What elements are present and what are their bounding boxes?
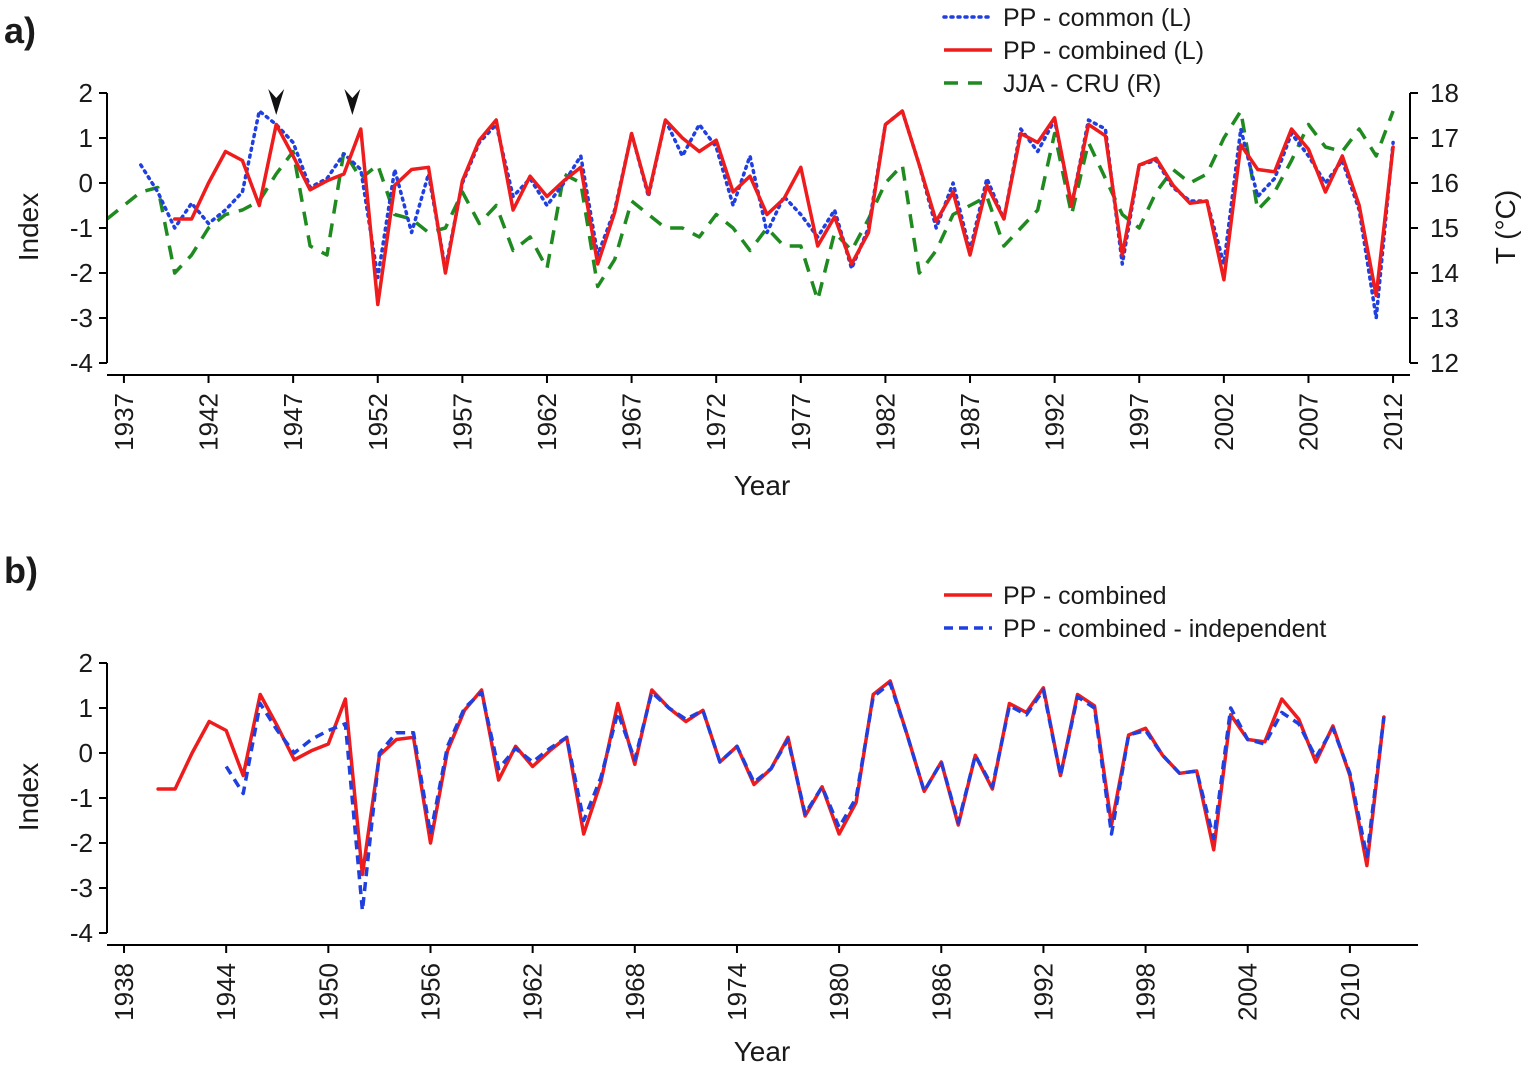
x-tick-label: 1944 bbox=[211, 963, 241, 1021]
panel-b-legend: PP - combined PP - combined - independen… bbox=[944, 582, 1326, 643]
y-tick-label: -1 bbox=[70, 783, 93, 813]
x-tick-label: 2010 bbox=[1335, 963, 1365, 1021]
y-tick-label: 2 bbox=[79, 648, 93, 678]
y-tick-label: -4 bbox=[70, 348, 93, 378]
x-tick-label: 1952 bbox=[363, 393, 393, 451]
y-tick-label: -1 bbox=[70, 213, 93, 243]
x-tick-label: 1962 bbox=[518, 963, 548, 1021]
y-tick-label: 2 bbox=[79, 78, 93, 108]
legend-label-pp-independent: PP - combined - independent bbox=[1003, 615, 1326, 643]
x-tick-label: 1962 bbox=[532, 393, 562, 451]
x-tick-label: 1937 bbox=[109, 393, 139, 451]
x-tick-label: 1992 bbox=[1040, 393, 1070, 451]
panel-b-y-axis-title: Index bbox=[13, 763, 44, 832]
y-tick-label: 1 bbox=[79, 123, 93, 153]
y-tick-label: -2 bbox=[70, 828, 93, 858]
x-tick-label: 1967 bbox=[617, 393, 647, 451]
panel-b-letter: b) bbox=[4, 550, 38, 591]
x-tick-label: 1992 bbox=[1028, 963, 1058, 1021]
panel-a-y2-axis-title: T (°C) bbox=[1490, 190, 1521, 264]
y2-tick-label: 16 bbox=[1430, 168, 1459, 198]
x-tick-label: 1947 bbox=[278, 393, 308, 451]
x-tick-label: 1977 bbox=[786, 393, 816, 451]
y-tick-label: 0 bbox=[79, 738, 93, 768]
y-tick-label: -3 bbox=[70, 873, 93, 903]
x-tick-label: 1987 bbox=[955, 393, 985, 451]
panel-a-y-axis-title: Index bbox=[13, 193, 44, 262]
x-tick-label: 1986 bbox=[926, 963, 956, 1021]
y2-tick-label: 12 bbox=[1430, 348, 1459, 378]
panel-b: b) -4 -3 -2 -1 0 1 2 1938 1944 1950 1956 1962 1968 19… bbox=[4, 550, 1418, 1067]
x-tick-label: 1974 bbox=[722, 963, 752, 1021]
panel-a-plot bbox=[105, 89, 1395, 320]
x-tick-label: 2012 bbox=[1378, 393, 1408, 451]
x-tick-label: 1942 bbox=[194, 393, 224, 451]
y2-tick-label: 13 bbox=[1430, 303, 1459, 333]
x-tick-label: 1972 bbox=[701, 393, 731, 451]
series-line-jja-cru-r bbox=[105, 109, 1395, 302]
y-tick-label: -3 bbox=[70, 303, 93, 333]
y-tick-label: 1 bbox=[79, 693, 93, 723]
panel-a-x-axis-title: Year bbox=[734, 470, 791, 501]
series-line-pp-combined-independent bbox=[224, 681, 1386, 913]
panel-a-letter: a) bbox=[4, 10, 36, 51]
legend-label-pp-combined-b: PP - combined bbox=[1003, 582, 1167, 610]
y2-tick-label: 14 bbox=[1430, 258, 1459, 288]
x-tick-label: 2002 bbox=[1209, 393, 1239, 451]
x-tick-label: 1997 bbox=[1124, 393, 1154, 451]
panel-b-axes: -4 -3 -2 -1 0 1 2 1938 1944 1950 1956 1962 1968 1974 1… bbox=[70, 648, 1418, 1021]
panel-a-legend: PP - common (L) PP - combined (L) JJA - … bbox=[942, 4, 1204, 98]
y-tick-label: 0 bbox=[79, 168, 93, 198]
panel-b-plot bbox=[156, 679, 1386, 913]
x-tick-label: 1968 bbox=[620, 963, 650, 1021]
legend-label-pp-common: PP - common (L) bbox=[1003, 4, 1191, 32]
x-tick-label: 1950 bbox=[313, 963, 343, 1021]
legend-label-jja-cru: JJA - CRU (R) bbox=[1003, 70, 1161, 98]
x-tick-label: 1957 bbox=[447, 393, 477, 451]
y2-tick-label: 17 bbox=[1430, 123, 1459, 153]
panel-b-x-axis-title: Year bbox=[734, 1036, 791, 1067]
arrow-marker-arrow-1950 bbox=[344, 89, 361, 115]
y2-tick-label: 15 bbox=[1430, 213, 1459, 243]
series-line-pp-combined-l bbox=[172, 109, 1395, 307]
y-tick-label: -2 bbox=[70, 258, 93, 288]
y-tick-label: -4 bbox=[70, 918, 93, 948]
arrow-marker-arrow-1946 bbox=[268, 89, 285, 115]
x-tick-label: 2007 bbox=[1293, 393, 1323, 451]
x-tick-label: 1998 bbox=[1131, 963, 1161, 1021]
x-tick-label: 1956 bbox=[415, 963, 445, 1021]
x-tick-label: 1938 bbox=[109, 963, 139, 1021]
x-tick-label: 2004 bbox=[1233, 963, 1263, 1021]
y2-tick-label: 18 bbox=[1430, 78, 1459, 108]
x-tick-label: 1980 bbox=[824, 963, 854, 1021]
x-tick-label: 1982 bbox=[870, 393, 900, 451]
legend-label-pp-combined: PP - combined (L) bbox=[1003, 37, 1204, 65]
